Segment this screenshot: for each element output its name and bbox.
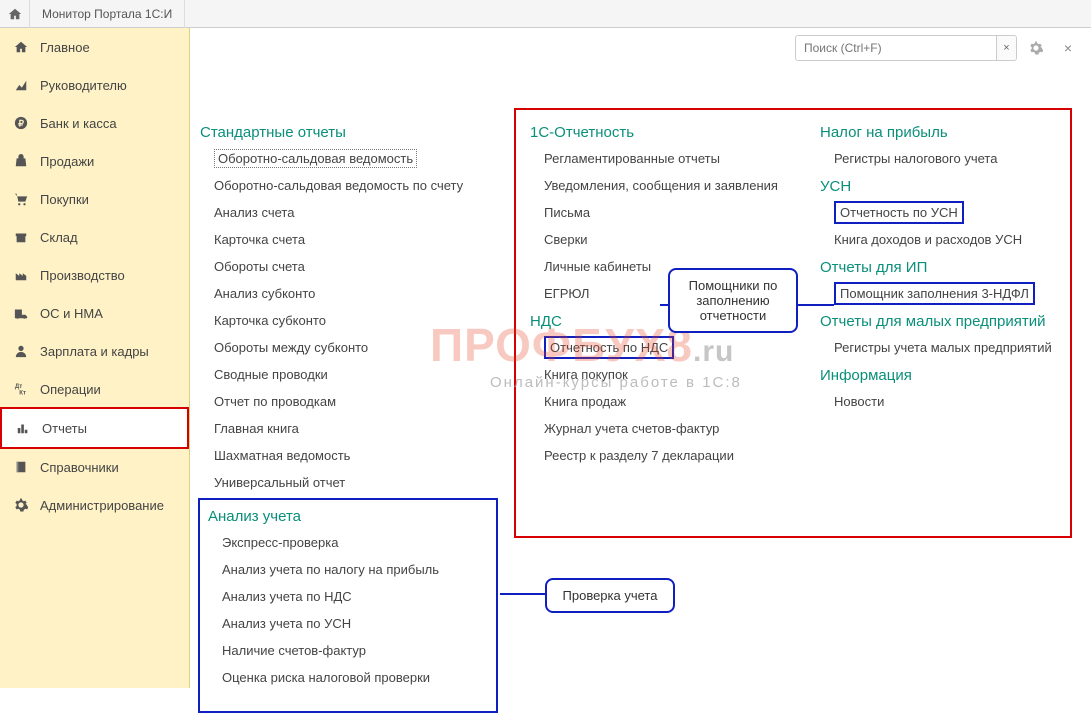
sidebar-item-10[interactable]: Отчеты [0,407,189,449]
report-link[interactable]: Новости [834,394,1070,409]
report-link[interactable]: Анализ учета по УСН [222,616,488,631]
report-link[interactable]: Универсальный отчет [214,475,500,490]
section-title: Отчеты для малых предприятий [820,313,1070,330]
sidebar-item-7[interactable]: ОС и НМА [0,294,189,332]
person-icon [12,342,30,360]
search-clear-button[interactable]: × [996,36,1016,60]
report-link[interactable]: Книга покупок [544,367,810,382]
report-link[interactable]: Карточка счета [214,232,500,247]
report-link[interactable]: Анализ субконто [214,286,500,301]
report-link[interactable]: Обороты счета [214,259,500,274]
section-title: 1С-Отчетность [530,124,810,141]
report-link[interactable]: Наличие счетов-фактур [222,643,488,658]
sidebar-item-0[interactable]: Главное [0,28,189,66]
report-link[interactable]: Отчетность по УСН [834,205,1070,220]
report-link[interactable]: Отчет по проводкам [214,394,500,409]
sidebar-item-label: Покупки [40,192,89,207]
ruble-icon: ₽ [12,114,30,132]
search-input[interactable] [796,36,996,60]
report-link[interactable]: Сверки [544,232,810,247]
svg-text:Кт: Кт [19,389,26,396]
sidebar-item-label: Банк и касса [40,116,117,131]
section-title: Отчеты для ИП [820,259,1070,276]
section-title: Информация [820,367,1070,384]
sidebar-item-label: Продажи [40,154,94,169]
report-link[interactable]: Анализ счета [214,205,500,220]
report-link[interactable]: Регламентированные отчеты [544,151,810,166]
report-link[interactable]: Анализ учета по налогу на прибыль [222,562,488,577]
sidebar-item-label: Администрирование [40,498,164,513]
box-icon [12,228,30,246]
section-title: Анализ учета [208,508,488,525]
sidebar-item-9[interactable]: ДтКт Операции [0,370,189,408]
report-link[interactable]: Книга продаж [544,394,810,409]
book-icon [12,458,30,476]
sidebar-item-label: Склад [40,230,78,245]
report-link[interactable]: Регистры налогового учета [834,151,1070,166]
section-title: Налог на прибыль [820,124,1070,141]
tab-monitor[interactable]: Монитор Портала 1С:И [30,0,185,28]
sidebar-item-12[interactable]: Администрирование [0,486,189,524]
sidebar-item-label: Отчеты [42,421,87,436]
sidebar-item-label: Операции [40,382,101,397]
report-link[interactable]: Регистры учета малых предприятий [834,340,1070,355]
col-right: Налог на прибыль Регистры налогового уче… [820,118,1070,421]
callout-helpers: Помощники позаполнениюотчетности [668,268,798,333]
sidebar-item-label: Производство [40,268,125,283]
report-link[interactable]: Обороты между субконто [214,340,500,355]
report-link[interactable]: Оценка риска налоговой проверки [222,670,488,685]
report-link[interactable]: Реестр к разделу 7 декларации [544,448,810,463]
report-link[interactable]: Письма [544,205,810,220]
sidebar-item-label: Справочники [40,460,119,475]
bars-icon [14,419,32,437]
report-link[interactable]: Экспресс-проверка [222,535,488,550]
col-standard-reports: Стандартные отчеты Оборотно-сальдовая ве… [200,118,500,502]
report-link[interactable]: Главная книга [214,421,500,436]
sidebar-item-label: Руководителю [40,78,127,93]
sidebar-item-11[interactable]: Справочники [0,448,189,486]
dtkr-icon: ДтКт [12,380,30,398]
sidebar-item-4[interactable]: Покупки [0,180,189,218]
section-title: УСН [820,178,1070,195]
settings-icon[interactable] [1023,36,1049,60]
sidebar-item-label: ОС и НМА [40,306,103,321]
sidebar-item-5[interactable]: Склад [0,218,189,256]
report-link[interactable]: Оборотно-сальдовая ведомость [214,151,500,166]
report-link[interactable]: Оборотно-сальдовая ведомость по счету [214,178,500,193]
sidebar-item-label: Главное [40,40,90,55]
sidebar-item-6[interactable]: Производство [0,256,189,294]
report-link[interactable]: Отчетность по НДС [544,340,810,355]
truck-icon [12,304,30,322]
home-icon[interactable] [0,0,30,28]
home-icon [12,38,30,56]
sidebar-item-2[interactable]: ₽ Банк и касса [0,104,189,142]
close-icon[interactable]: × [1055,36,1081,60]
sidebar: Главное Руководителю ₽ Банк и касса Продажи П… [0,28,190,688]
sidebar-item-1[interactable]: Руководителю [0,66,189,104]
report-link[interactable]: Анализ учета по НДС [222,589,488,604]
sidebar-item-8[interactable]: Зарплата и кадры [0,332,189,370]
callout-check: Проверка учета [545,578,675,613]
main-area: × × ПРОФБУХ8.ru Онлайн-курсы работе в 1С… [190,28,1091,688]
report-link[interactable]: Уведомления, сообщения и заявления [544,178,810,193]
factory-icon [12,266,30,284]
report-link[interactable]: Помощник заполнения 3-НДФЛ [834,286,1070,301]
report-link[interactable]: Журнал учета счетов-фактур [544,421,810,436]
section-title: Стандартные отчеты [200,124,500,141]
cart-icon [12,190,30,208]
report-link[interactable]: Сводные проводки [214,367,500,382]
report-link[interactable]: Книга доходов и расходов УСН [834,232,1070,247]
report-link[interactable]: Шахматная ведомость [214,448,500,463]
gear-icon [12,496,30,514]
analysis-box: Анализ учета Экспресс-проверка Анализ уче… [198,498,498,713]
report-link[interactable]: Карточка субконто [214,313,500,328]
sidebar-item-3[interactable]: Продажи [0,142,189,180]
sidebar-item-label: Зарплата и кадры [40,344,149,359]
bag-icon [12,152,30,170]
svg-text:₽: ₽ [18,119,24,129]
chart-icon [12,76,30,94]
